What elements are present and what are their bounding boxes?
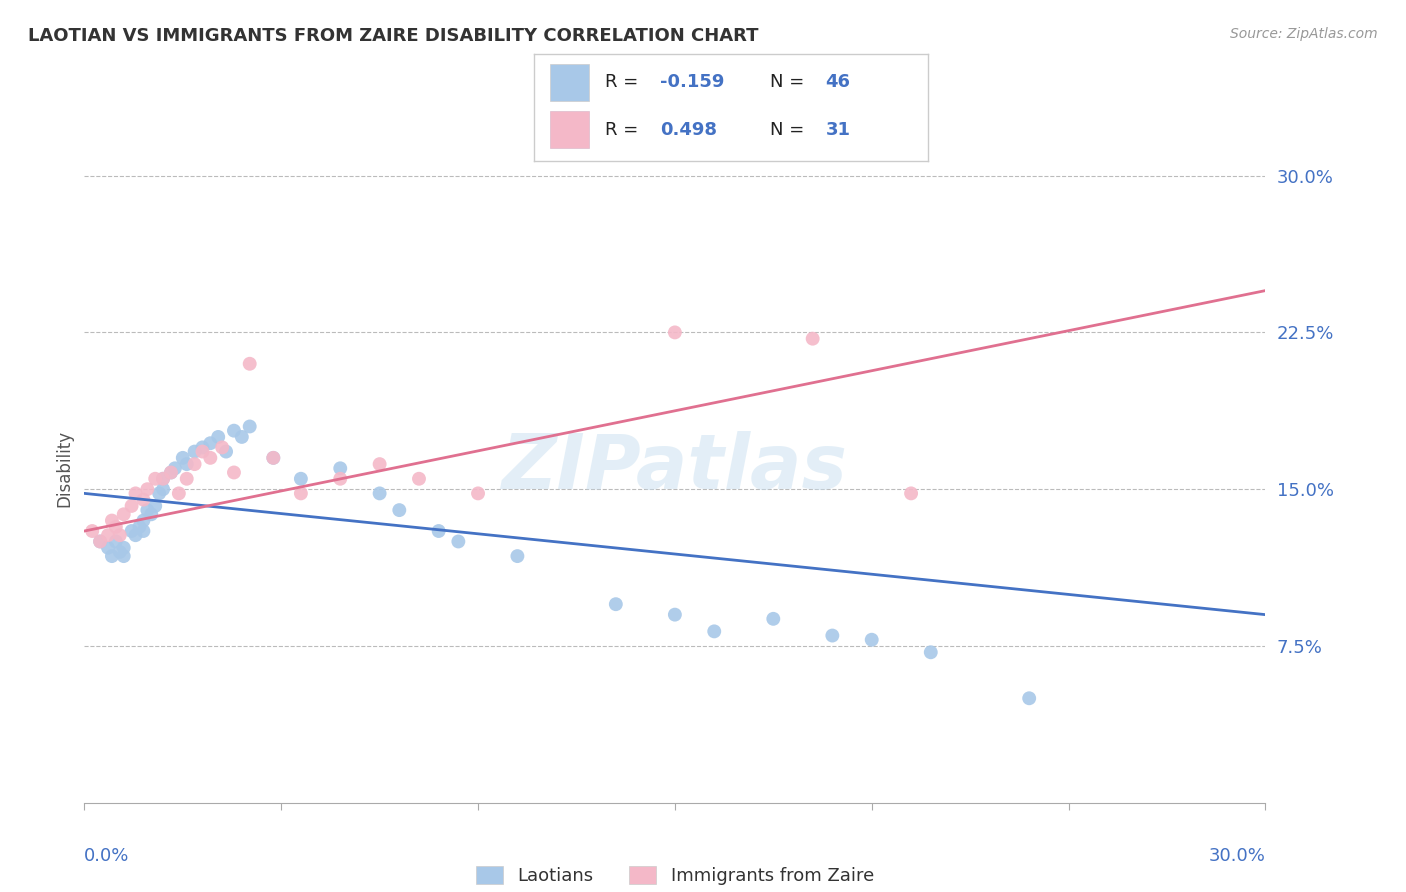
Point — [89, 534, 111, 549]
Point — [97, 541, 120, 555]
Point — [97, 528, 120, 542]
Text: 30.0%: 30.0% — [1209, 847, 1265, 865]
Point — [860, 632, 883, 647]
Point — [427, 524, 450, 538]
Text: 0.498: 0.498 — [661, 120, 717, 138]
Point — [506, 549, 529, 563]
Point — [101, 549, 124, 563]
Point — [368, 486, 391, 500]
Point — [176, 457, 198, 471]
Point — [222, 466, 245, 480]
Point — [664, 607, 686, 622]
FancyBboxPatch shape — [550, 64, 589, 101]
Point — [152, 472, 174, 486]
Point — [121, 524, 143, 538]
Text: 31: 31 — [825, 120, 851, 138]
Point — [143, 499, 166, 513]
Point — [152, 482, 174, 496]
Point — [160, 466, 183, 480]
Point — [82, 524, 104, 538]
Point — [801, 332, 824, 346]
Point — [160, 466, 183, 480]
Point — [231, 430, 253, 444]
Point — [467, 486, 489, 500]
Point — [207, 430, 229, 444]
Point — [128, 520, 150, 534]
Point — [191, 444, 214, 458]
Point — [143, 472, 166, 486]
Point — [89, 534, 111, 549]
Point — [920, 645, 942, 659]
Point — [222, 424, 245, 438]
Point — [112, 541, 135, 555]
Point — [121, 499, 143, 513]
Text: R =: R = — [605, 73, 644, 91]
Point — [132, 492, 155, 507]
Point — [124, 486, 146, 500]
Point — [211, 441, 233, 455]
Point — [329, 472, 352, 486]
Point — [152, 472, 174, 486]
Point — [172, 450, 194, 465]
Point — [200, 436, 222, 450]
Point — [108, 545, 131, 559]
Point — [183, 457, 205, 471]
Point — [141, 508, 163, 522]
Text: LAOTIAN VS IMMIGRANTS FROM ZAIRE DISABILITY CORRELATION CHART: LAOTIAN VS IMMIGRANTS FROM ZAIRE DISABIL… — [28, 27, 759, 45]
Point — [124, 528, 146, 542]
Point — [262, 450, 284, 465]
Point — [664, 326, 686, 340]
Point — [101, 514, 124, 528]
Point — [900, 486, 922, 500]
Point — [163, 461, 186, 475]
Point — [368, 457, 391, 471]
Point — [447, 534, 470, 549]
Text: -0.159: -0.159 — [661, 73, 724, 91]
Point — [104, 520, 127, 534]
Point — [112, 549, 135, 563]
Point — [176, 472, 198, 486]
Point — [167, 486, 190, 500]
Text: 0.0%: 0.0% — [84, 847, 129, 865]
Point — [290, 486, 312, 500]
Text: Source: ZipAtlas.com: Source: ZipAtlas.com — [1230, 27, 1378, 41]
Point — [290, 472, 312, 486]
Point — [215, 444, 238, 458]
Point — [183, 444, 205, 458]
Point — [148, 486, 170, 500]
Point — [108, 528, 131, 542]
Point — [239, 357, 262, 371]
Point — [329, 461, 352, 475]
Point — [132, 524, 155, 538]
Point — [112, 508, 135, 522]
Point — [762, 612, 785, 626]
Text: 46: 46 — [825, 73, 851, 91]
Point — [388, 503, 411, 517]
Point — [605, 597, 627, 611]
Point — [191, 441, 214, 455]
Point — [408, 472, 430, 486]
Point — [1018, 691, 1040, 706]
Point — [703, 624, 725, 639]
Point — [136, 503, 159, 517]
Point — [132, 514, 155, 528]
Text: N =: N = — [770, 73, 810, 91]
Text: N =: N = — [770, 120, 810, 138]
Point — [239, 419, 262, 434]
Legend: Laotians, Immigrants from Zaire: Laotians, Immigrants from Zaire — [467, 856, 883, 892]
Point — [821, 628, 844, 642]
Text: R =: R = — [605, 120, 644, 138]
Text: ZIPatlas: ZIPatlas — [502, 432, 848, 505]
Y-axis label: Disability: Disability — [55, 430, 73, 507]
Point — [136, 482, 159, 496]
Point — [104, 534, 127, 549]
Point — [262, 450, 284, 465]
FancyBboxPatch shape — [550, 112, 589, 148]
Point — [200, 450, 222, 465]
